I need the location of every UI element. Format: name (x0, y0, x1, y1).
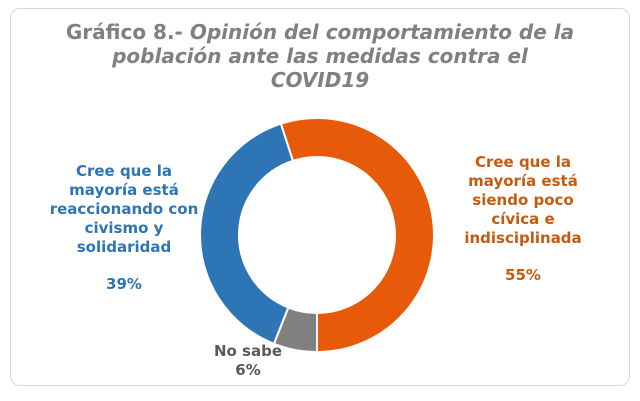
title-text: Opinión del comportamiento de la poblaci… (112, 20, 575, 92)
donut-slice-0 (279, 117, 435, 354)
label-indisciplinada-value: 55% (505, 266, 541, 284)
chart-title: Gráfico 8.- Opinión del comportamiento d… (60, 20, 580, 92)
label-indisciplinada-text: Cree que la mayoría está siendo poco cív… (464, 153, 582, 247)
label-civismo: Cree que la mayoría está reaccionando co… (38, 162, 210, 294)
label-civismo-text: Cree que la mayoría está reaccionando co… (49, 162, 199, 256)
label-no-sabe-text: No sabe (213, 342, 283, 360)
donut-slice-2 (199, 122, 295, 346)
label-no-sabe: No sabe 6% (200, 342, 296, 380)
label-indisciplinada: Cree que la mayoría está siendo poco cív… (448, 153, 598, 285)
label-civismo-value: 39% (106, 275, 142, 293)
label-no-sabe-value: 6% (235, 361, 261, 379)
title-prefix: Gráfico 8.- (65, 20, 183, 44)
